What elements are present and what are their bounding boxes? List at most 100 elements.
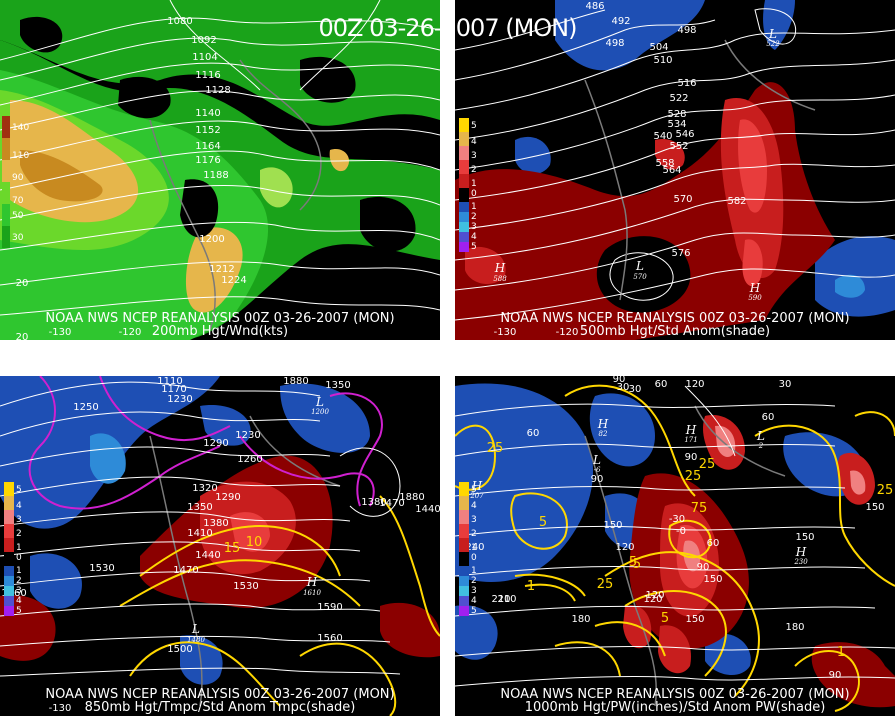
contour-label: 528	[667, 109, 686, 120]
edge-label: 20	[16, 278, 29, 289]
legend-label: 4	[471, 501, 477, 511]
contour-label: 1212	[209, 264, 234, 275]
low-center-label: L	[768, 27, 777, 41]
map-500mb: 486 492 498 504 510 498 516 522 528 534 …	[455, 0, 895, 340]
legend-label: 1	[471, 543, 477, 553]
high-center-value: 82	[599, 430, 608, 438]
high-center-value: 590	[748, 294, 762, 302]
contour-label: 1164	[195, 141, 220, 152]
contour-label: 1116	[195, 70, 220, 81]
legend-label: 4	[471, 137, 477, 147]
contour-label: 1500	[167, 644, 192, 655]
contour-label: 120	[643, 594, 662, 605]
legend-label: 0	[16, 553, 22, 563]
contour-label: 522	[669, 93, 688, 104]
panel-caption-source: NOAA NWS NCEP REANALYSIS 00Z 03-26-2007 …	[500, 311, 850, 326]
contour-label: 534	[667, 119, 686, 130]
contour-label: 1080	[167, 16, 192, 27]
pw-contour-label: 25	[487, 441, 504, 456]
legend-label: 3	[471, 515, 477, 525]
pw-contour-label: 75	[691, 501, 708, 516]
contour-label: 90	[685, 452, 698, 463]
panel-caption-field: 200mb Hgt/Wnd(kts)	[151, 324, 289, 339]
contour-label: 1230	[167, 394, 192, 405]
contour-label: 1290	[203, 438, 228, 449]
legend-label: 30	[12, 233, 24, 243]
legend-label: 1	[16, 543, 22, 553]
legend-label: 5	[471, 606, 477, 616]
contour-label: 150	[685, 614, 704, 625]
edge-label: 20	[16, 332, 29, 340]
contour-label: 498	[677, 25, 696, 36]
contour-label: 1530	[89, 563, 114, 574]
longitude-label: -130	[49, 327, 72, 338]
legend-label: 4	[471, 596, 477, 606]
contour-label: 570	[673, 194, 692, 205]
legend-label: 50	[12, 211, 24, 221]
legend-label: 4	[16, 596, 22, 606]
panel-500mb: 486 492 498 504 510 498 516 522 528 534 …	[455, 0, 895, 340]
contour-label: 1590	[317, 602, 342, 613]
contour-label: 1880	[283, 376, 308, 387]
legend-label: 3	[471, 586, 477, 596]
contour-label: 1440	[195, 550, 220, 561]
panel-200mb: 1080 1092 1104 1116 1128 1140 1152 1164 …	[0, 0, 440, 340]
legend-label: 0	[471, 553, 477, 563]
contour-label: 60	[527, 428, 540, 439]
low-center-label: L	[756, 429, 765, 443]
contour-label: 498	[605, 38, 624, 49]
contour-label: 1470	[379, 498, 404, 509]
contour-label: 1290	[215, 492, 240, 503]
low-center-value: 570	[633, 273, 647, 281]
legend-label: 140	[12, 123, 29, 133]
pw-contour-label: 1	[837, 645, 845, 660]
contour-label: 1230	[235, 430, 260, 441]
high-center-label: H	[494, 261, 506, 275]
high-center-label: H	[471, 479, 483, 493]
legend-label: 1	[471, 566, 477, 576]
contour-label: 1440	[415, 504, 440, 515]
contour-label: 150	[703, 574, 722, 585]
panel-caption-field: 500mb Hgt/Std Anom(shade)	[579, 324, 771, 339]
contour-label: 1350	[187, 502, 212, 513]
contour-label: 1152	[195, 125, 220, 136]
contour-label: 510	[653, 55, 672, 66]
contour-label: 1880	[399, 492, 424, 503]
contour-label: 1530	[233, 581, 258, 592]
contour-label: 30	[779, 379, 792, 390]
legend-label: 5	[471, 121, 477, 131]
low-center-label: L	[592, 453, 601, 467]
low-center-value: 522	[766, 40, 780, 48]
legend-label: 1	[471, 202, 477, 212]
contour-label: 558	[655, 158, 674, 169]
contour-label: 516	[677, 78, 696, 89]
panel-caption-source: NOAA NWS NCEP REANALYSIS 00Z 03-26-2007 …	[45, 311, 395, 326]
pw-contour-label: 25	[877, 483, 894, 498]
anomaly-legend: 5 4 3 2 1 0 1 2 3 4 5	[459, 482, 477, 616]
contour-label: 1140	[195, 108, 220, 119]
high-center-value: 1610	[303, 589, 321, 597]
legend-label: 2	[471, 576, 477, 586]
legend-label: 5	[471, 485, 477, 495]
contour-label: 1200	[199, 234, 224, 245]
contour-label: 492	[611, 16, 630, 27]
contour-label: 30	[629, 384, 642, 395]
high-center-label: H	[306, 575, 318, 589]
contour-label: 90	[829, 670, 842, 681]
contour-label: 1250	[73, 402, 98, 413]
high-center-label: H	[685, 423, 697, 437]
legend-label: 3	[471, 151, 477, 161]
contour-label: 90	[613, 376, 626, 385]
contour-label: 1320	[192, 483, 217, 494]
contour-label: 180	[571, 614, 590, 625]
anomaly-legend: 5 4 3 2 1 0 1 2 3 4 5	[4, 482, 22, 616]
high-center-value: 588	[493, 275, 507, 283]
legend-label: 5	[16, 606, 22, 616]
high-center-label: H	[749, 281, 761, 295]
high-center-label: H	[597, 417, 609, 431]
legend-label: 2	[471, 529, 477, 539]
low-center-value: 1200	[311, 408, 329, 416]
high-center-value: 171	[684, 436, 697, 444]
contour-label: 1380	[203, 518, 228, 529]
legend-label: 2	[471, 165, 477, 175]
